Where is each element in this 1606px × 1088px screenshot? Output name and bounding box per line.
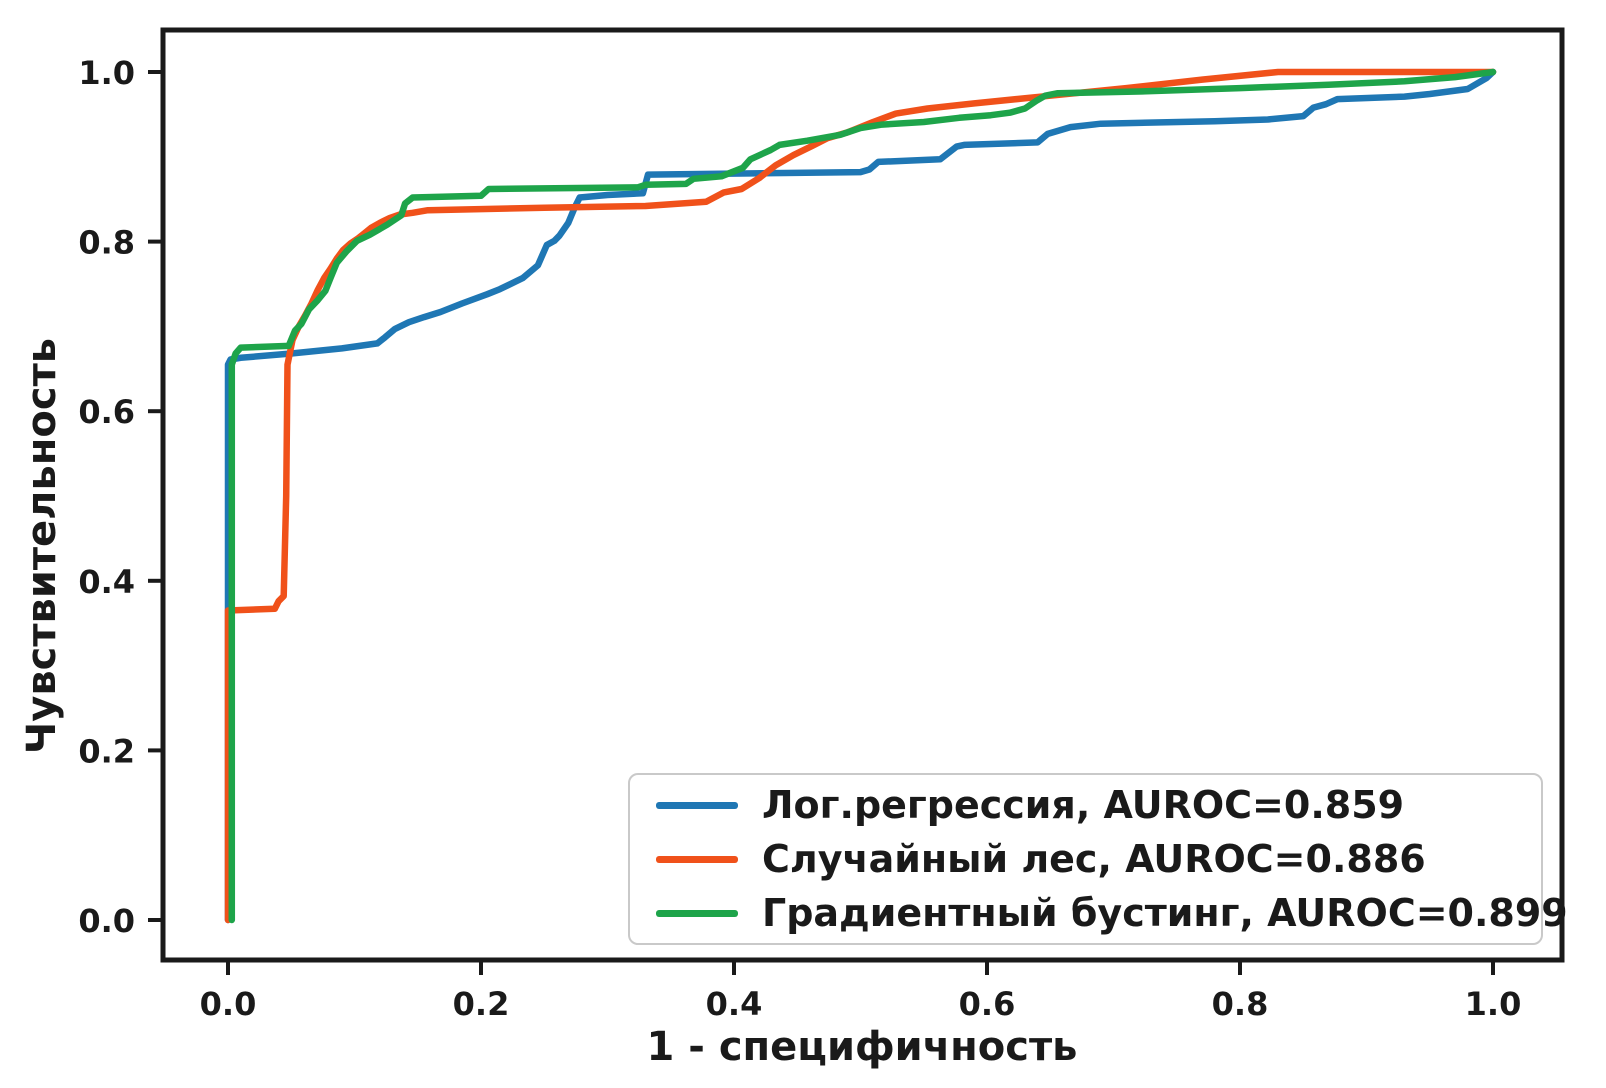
roc-curve-gradient-boosting bbox=[228, 68, 1497, 924]
x-tick-label: 0.0 bbox=[200, 985, 257, 1023]
legend-swatch-random-forest bbox=[656, 855, 738, 863]
y-tick-label: 0.8 bbox=[78, 224, 135, 262]
x-tick-label: 0.8 bbox=[1212, 985, 1269, 1023]
legend-swatch-gradient-boosting bbox=[656, 909, 738, 917]
y-tick-label: 1.0 bbox=[78, 54, 135, 92]
legend-label-logistic-regression: Лог.регрессия, AUROC=0.859 bbox=[762, 783, 1405, 827]
y-tick-label: 0.2 bbox=[78, 732, 135, 770]
legend-label-gradient-boosting: Градиентный бустинг, AUROC=0.899 bbox=[762, 891, 1568, 935]
roc-curve-logistic-regression bbox=[224, 68, 1497, 924]
y-tick-label: 0.6 bbox=[78, 393, 135, 431]
x-tick-label: 0.2 bbox=[453, 985, 510, 1023]
y-tick-label: 0.4 bbox=[78, 563, 135, 601]
legend-item-random-forest: Случайный лес, AUROC=0.886 bbox=[656, 832, 1541, 886]
y-tick-label: 0.0 bbox=[78, 902, 135, 940]
x-tick-label: 0.4 bbox=[706, 985, 763, 1023]
plot-border bbox=[160, 27, 1565, 963]
legend-swatch-logistic-regression bbox=[656, 801, 738, 809]
x-tick-label: 0.6 bbox=[959, 985, 1016, 1023]
x-tick-label: 1.0 bbox=[1465, 985, 1522, 1023]
y-axis-label: Чувствительность bbox=[19, 337, 65, 755]
legend-item-gradient-boosting: Градиентный бустинг, AUROC=0.899 bbox=[656, 886, 1568, 940]
legend-item-logistic-regression: Лог.регрессия, AUROC=0.859 bbox=[656, 778, 1541, 832]
x-axis-label: 1 - специфичность bbox=[646, 1024, 1078, 1070]
legend: Лог.регрессия, AUROC=0.859 Случайный лес… bbox=[628, 773, 1568, 945]
legend-label-random-forest: Случайный лес, AUROC=0.886 bbox=[762, 837, 1426, 881]
